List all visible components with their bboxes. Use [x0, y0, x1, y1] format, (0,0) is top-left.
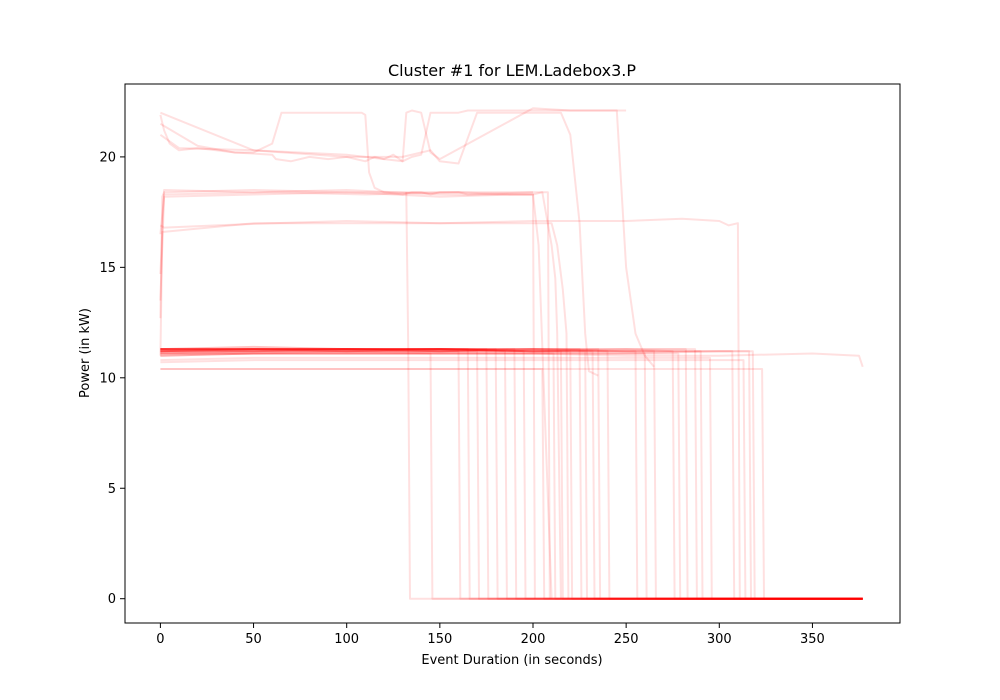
series-line-14	[160, 348, 863, 600]
series-line-44	[405, 192, 863, 600]
series-line-23	[160, 348, 863, 600]
series-line-22	[160, 348, 863, 600]
series-line-8	[159, 191, 536, 599]
series-line-29	[160, 368, 863, 600]
series-line-3	[160, 107, 655, 368]
series-line-10	[159, 222, 570, 599]
y-tick-label: 5	[108, 482, 116, 497]
series-line-16	[160, 348, 863, 600]
y-tick-label: 20	[99, 150, 116, 165]
x-tick-label: 0	[156, 632, 164, 647]
series-line-31	[160, 359, 863, 600]
y-tick-label: 10	[99, 371, 116, 386]
series-line-33	[160, 350, 863, 600]
x-tick-label: 50	[245, 632, 262, 647]
series-line-4	[159, 111, 599, 377]
x-tick-label: 250	[614, 632, 639, 647]
x-tick-label: 350	[800, 632, 825, 647]
plot-area-frame	[124, 83, 901, 624]
series-line-36	[160, 350, 863, 600]
series-line-2	[159, 109, 627, 163]
series-line-6	[159, 189, 551, 599]
series-line-38	[160, 352, 863, 600]
series-line-28	[160, 368, 863, 600]
series-line-5	[159, 189, 562, 599]
series-line-42	[160, 348, 863, 600]
series-line-17	[160, 348, 863, 600]
series-line-15	[160, 348, 863, 600]
series-line-20	[160, 348, 863, 600]
x-tick-label: 300	[707, 632, 732, 647]
series-line-37	[160, 352, 863, 600]
series-line-40	[160, 348, 863, 600]
series-line-1	[159, 111, 534, 196]
series-line-19	[160, 348, 863, 600]
series-line-25	[160, 348, 863, 600]
series-line-21	[160, 348, 863, 600]
series-line-13	[160, 345, 863, 600]
series-line-24	[160, 348, 863, 600]
series-line-12	[160, 348, 863, 600]
x-axis: 0 50 100 150 200 250 300 350	[156, 623, 825, 647]
series-line-30	[160, 356, 863, 600]
series-line-27	[160, 350, 864, 368]
series-line-18	[160, 348, 863, 600]
series-line-26	[160, 350, 863, 600]
series-line-32	[160, 352, 863, 600]
series-line-39	[160, 350, 863, 600]
series-line-43	[160, 345, 863, 600]
x-tick-label: 100	[334, 632, 359, 647]
x-tick-label: 150	[427, 632, 452, 647]
x-axis-label: Event Duration (in seconds)	[421, 653, 602, 668]
series-line-41	[160, 348, 863, 600]
series-line-34	[160, 350, 863, 600]
x-tick-label: 200	[521, 632, 546, 647]
series-layer	[159, 107, 864, 600]
y-axis: 0 5 10 15 20	[99, 150, 125, 607]
series-line-11	[160, 348, 863, 600]
y-tick-label: 15	[99, 261, 116, 276]
y-tick-label: 0	[108, 592, 116, 607]
series-line-9	[159, 217, 742, 600]
series-line-35	[160, 352, 863, 600]
y-axis-label: Power (in kW)	[78, 308, 93, 398]
chart-title: Cluster #1 for LEM.Ladebox3.P	[388, 61, 636, 80]
series-line-7	[159, 191, 553, 599]
